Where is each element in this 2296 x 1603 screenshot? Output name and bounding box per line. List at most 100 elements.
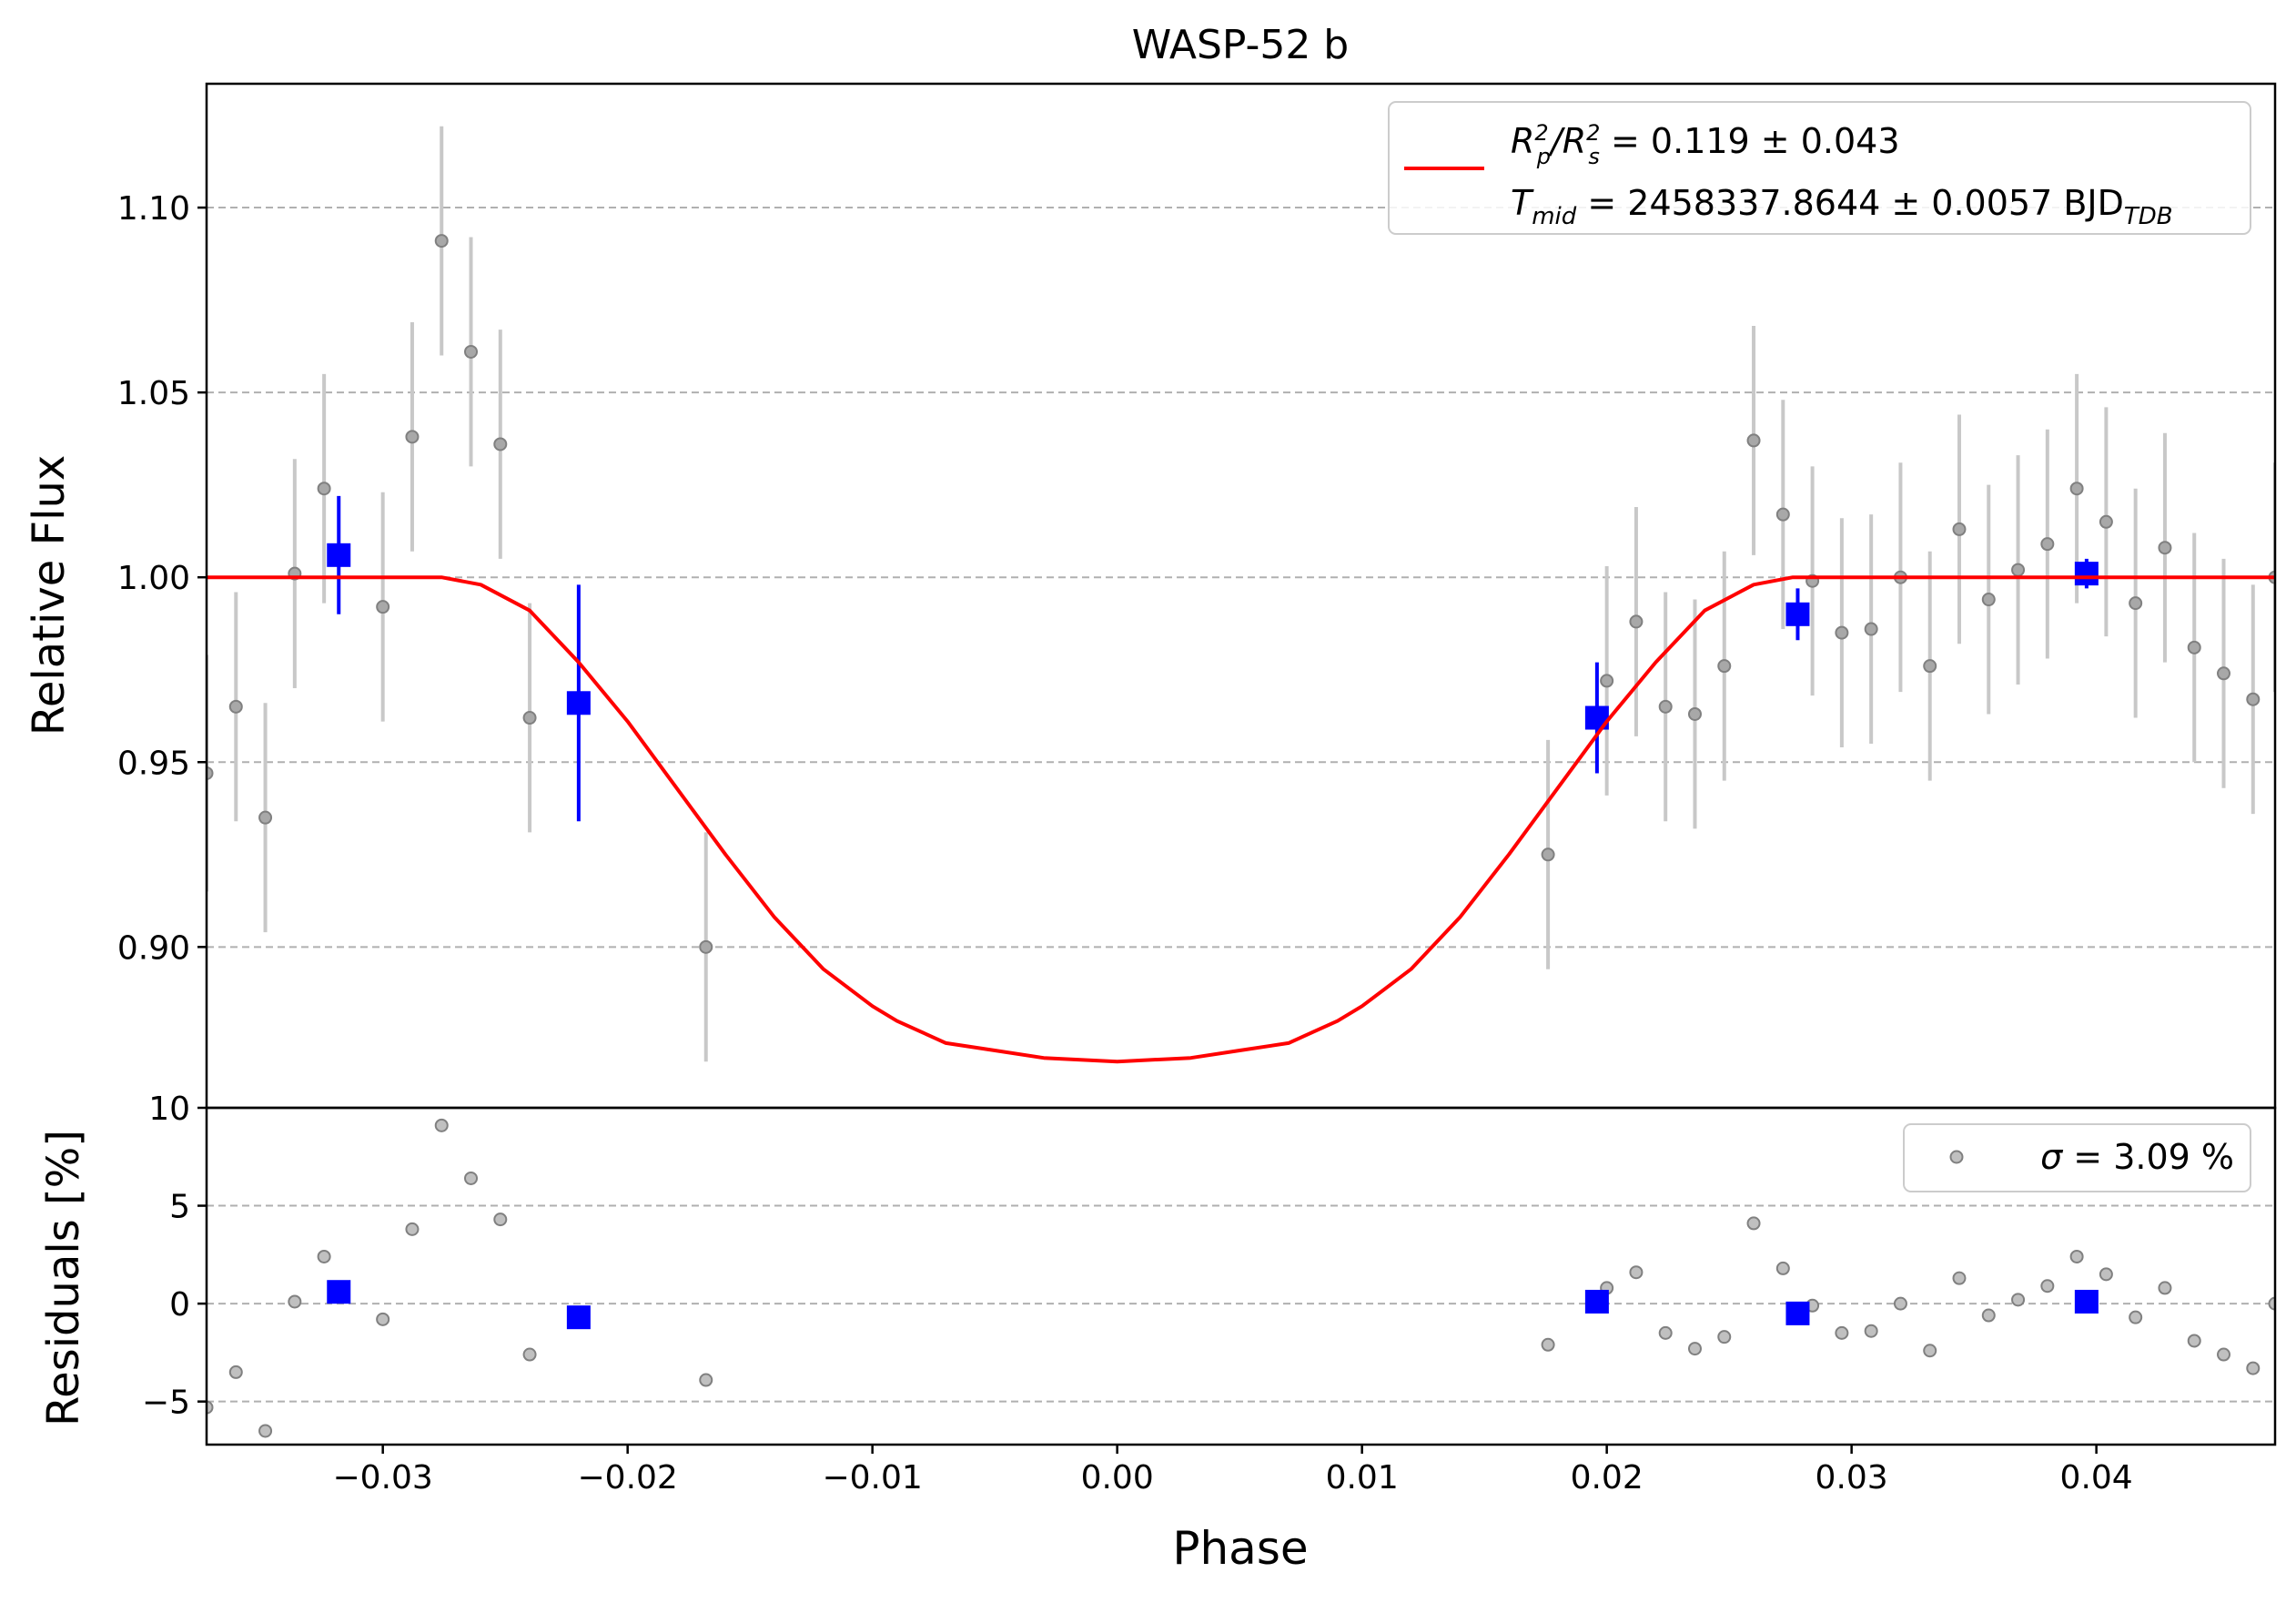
flux-y-tick-label: 1.10 — [117, 190, 190, 228]
residual-raw-points — [207, 1118, 2275, 1438]
flux-binned-point — [566, 691, 591, 715]
flux-binned-points — [327, 495, 2099, 822]
residual-raw-point — [1717, 1330, 1732, 1344]
flux-axes-frame — [205, 82, 2277, 1110]
residual-raw-point — [2099, 1267, 2113, 1282]
residual-raw-point — [699, 1373, 713, 1387]
flux-y-label: Relative Flux — [24, 455, 75, 736]
flux-raw-point — [1981, 593, 1996, 607]
flux-raw-point — [2187, 640, 2201, 654]
flux-raw-point — [258, 810, 273, 825]
residual-raw-point — [207, 1400, 214, 1415]
flux-raw-point — [1835, 625, 1849, 640]
flux-raw-point — [1923, 659, 1937, 674]
residual-raw-point — [2011, 1293, 2026, 1307]
flux-raw-point — [1717, 659, 1732, 674]
residual-y-tick-label: 0 — [169, 1286, 190, 1324]
flux-raw-point — [207, 766, 214, 780]
phase-x-ticks: −0.03 −0.02 −0.01 0.00 0.01 0.02 0.03 0.04 — [333, 1445, 2133, 1496]
flux-raw-point — [464, 344, 479, 359]
legend-residual-marker — [1949, 1150, 1964, 1164]
flux-raw-point — [2040, 537, 2055, 552]
residual-y-tick-label: 10 — [148, 1091, 190, 1128]
phase-x-tick-label: 0.00 — [1081, 1459, 1154, 1496]
legend-radius-ratio: R2 p/R2 s = 0.119 ± 0.043 — [1511, 120, 1900, 169]
residual-raw-point — [288, 1294, 302, 1309]
legend-sigma: σ = 3.09 % — [2040, 1137, 2234, 1177]
residual-axes-frame — [205, 1106, 2277, 1446]
residual-raw-point — [2158, 1281, 2172, 1295]
residual-raw-point — [434, 1118, 449, 1132]
transit-model-line — [207, 575, 2275, 1064]
residual-raw-point — [493, 1212, 508, 1227]
residual-raw-point — [1658, 1325, 1673, 1340]
flux-raw-point — [405, 430, 420, 444]
residual-raw-point — [464, 1171, 479, 1185]
flux-raw-point — [228, 699, 243, 714]
residual-raw-point — [1952, 1271, 1967, 1285]
residual-legend: σ = 3.09 % — [1903, 1123, 2251, 1192]
flux-raw-point — [2129, 596, 2143, 611]
light-curve-panel: 0.90 0.95 1.00 1.05 1.10 Relative Flux R2 p/R… — [24, 82, 2277, 1110]
phase-x-tick-label: 0.02 — [1571, 1459, 1644, 1496]
residual-gridlines — [207, 1204, 2275, 1403]
residual-raw-point — [1923, 1344, 1937, 1358]
flux-legend: R2 p/R2 s = 0.119 ± 0.043 Tmid = 2458337.8… — [1388, 101, 2251, 235]
flux-binned-point — [1785, 602, 1810, 626]
flux-raw-points — [207, 126, 2275, 1062]
legend-mid-time: Tmid = 2458337.8644 ± 0.0057 BJDTDB — [1511, 183, 2173, 230]
residual-raw-point — [1629, 1265, 1644, 1280]
flux-y-tick-label: 1.05 — [117, 375, 190, 412]
flux-raw-point — [2158, 541, 2172, 555]
flux-y-ticks: 0.90 0.95 1.00 1.05 1.10 — [117, 190, 207, 967]
residual-raw-point — [1835, 1325, 1849, 1340]
flux-raw-point — [522, 711, 537, 725]
flux-raw-point — [2011, 563, 2026, 577]
residual-raw-point — [1775, 1261, 1790, 1275]
residual-raw-point — [317, 1249, 331, 1263]
residuals-panel: −5 0 5 10 −0.03 −0.02 −0.01 0.00 0.01 0.02 0.03 0.… — [38, 1091, 2277, 1575]
flux-legend-box — [1388, 101, 2251, 235]
residual-raw-point — [405, 1222, 420, 1236]
residual-raw-point — [522, 1347, 537, 1362]
phase-x-label: Phase — [1172, 1522, 1308, 1575]
flux-raw-point — [1864, 622, 1878, 636]
residual-binned-point — [1584, 1289, 1609, 1314]
residual-raw-point — [2129, 1310, 2143, 1324]
phase-x-tick-label: −0.02 — [578, 1459, 678, 1496]
flux-y-tick-label: 0.95 — [117, 745, 190, 782]
residual-raw-point — [2217, 1347, 2231, 1362]
flux-raw-point — [1746, 433, 1761, 448]
residual-raw-point — [1687, 1342, 1702, 1356]
residual-binned-point — [1785, 1301, 1810, 1325]
flux-raw-point — [493, 437, 508, 451]
residual-binned-point — [566, 1305, 591, 1330]
flux-raw-point — [317, 482, 331, 496]
flux-raw-point — [434, 234, 449, 249]
flux-raw-point — [1600, 674, 1614, 688]
residual-binned-point — [327, 1280, 351, 1304]
phase-x-tick-label: −0.01 — [822, 1459, 922, 1496]
flux-y-tick-label: 0.90 — [117, 929, 190, 967]
residual-y-tick-label: 5 — [169, 1189, 190, 1226]
flux-raw-point — [1775, 507, 1790, 522]
residual-raw-point — [2069, 1249, 2084, 1263]
flux-raw-point — [1541, 847, 1555, 862]
flux-raw-point — [1658, 699, 1673, 714]
flux-binned-point — [2074, 562, 2099, 586]
residual-raw-point — [2187, 1334, 2201, 1348]
residual-y-ticks: −5 0 5 10 — [142, 1091, 207, 1422]
residual-raw-point — [376, 1312, 390, 1326]
phase-x-tick-label: 0.03 — [1816, 1459, 1888, 1496]
flux-raw-point — [1629, 614, 1644, 629]
residual-binned-points — [327, 1280, 2099, 1330]
residual-raw-point — [228, 1365, 243, 1379]
flux-gridlines — [207, 207, 2275, 949]
phase-x-tick-label: 0.04 — [2060, 1459, 2133, 1496]
flux-raw-point — [1952, 522, 1967, 536]
flux-raw-point — [1687, 706, 1702, 721]
residual-raw-point — [1541, 1337, 1555, 1352]
flux-raw-point — [2069, 482, 2084, 496]
residual-binned-point — [2074, 1289, 2099, 1314]
